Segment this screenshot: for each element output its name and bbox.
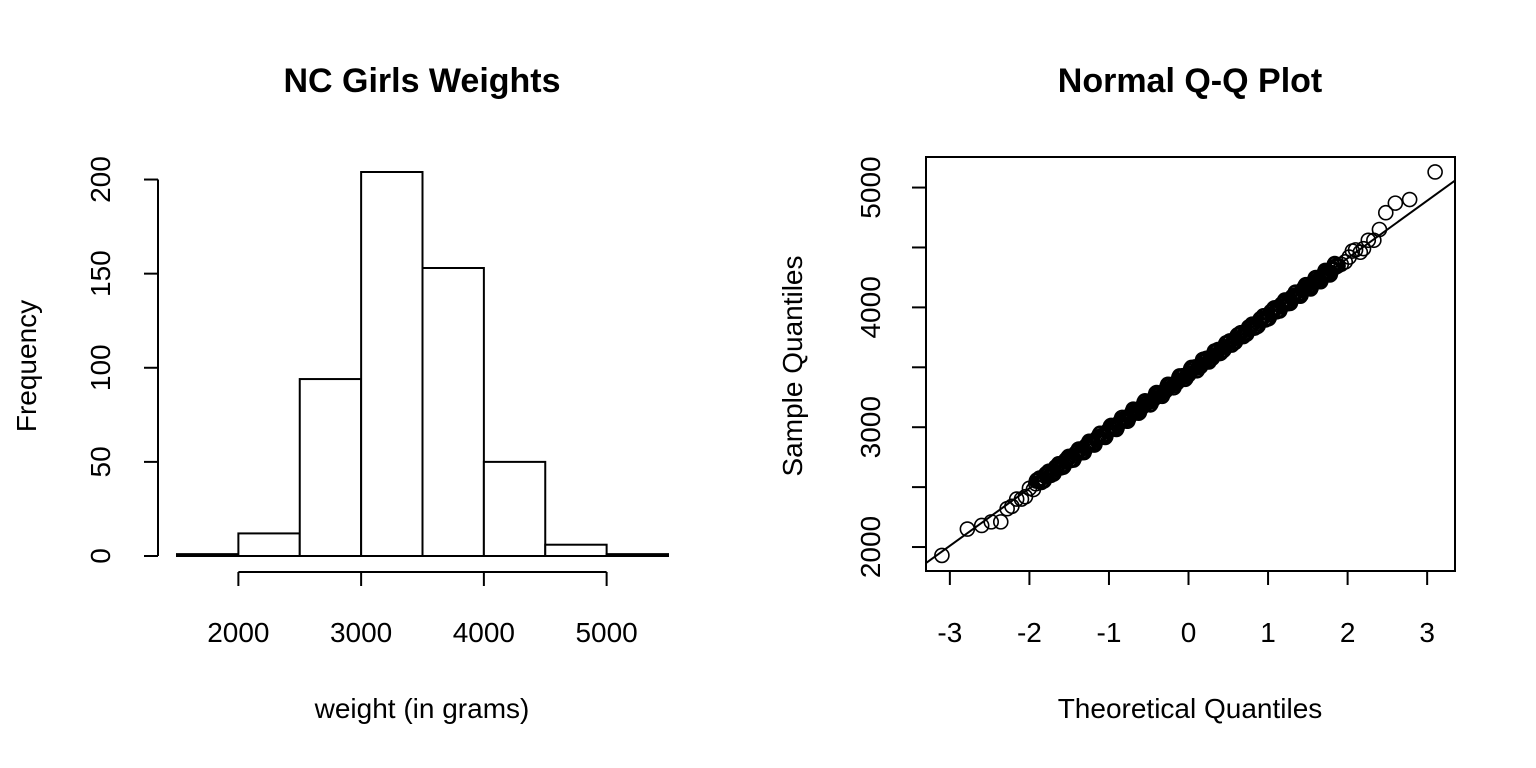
histogram-y-tick-label-4: 200 [85,156,116,203]
qq-point-483 [1337,254,1354,270]
histogram-title: NC Girls Weights [283,62,560,100]
histogram-x-tick-label-2: 4000 [453,617,515,648]
histogram-y-tick-label-0: 0 [85,548,116,564]
qq-point-2 [973,517,990,534]
histogram-y-axis: 0 50 100 150 200 [85,156,159,564]
qq-point-495 [1427,164,1443,180]
qq-y-tick-label-4: 4000 [855,276,886,338]
histogram-bar-0 [176,553,240,558]
histogram-x-tick-label-1: 3000 [330,617,392,648]
qq-point-489 [1360,232,1377,249]
qq-point-4 [992,514,1009,530]
histogram-bar-4 [421,267,485,557]
histogram-y-tick-label-3: 150 [85,250,116,297]
qq-y-tick-label-2: 3000 [855,396,886,458]
qq-x-tick-label-5: 2 [1340,617,1356,648]
qq-point-494 [1401,191,1418,208]
qq-point-488 [1355,240,1372,257]
qq-x-tick-label-0: -3 [937,617,962,648]
histogram-y-tick-label-2: 100 [85,344,116,391]
qq-point-8 [1013,491,1030,507]
qq-plot-panel: Normal Q-Q Plot -3 -2 -1 0 1 2 3 2000 3000 4000 5… [777,62,1456,724]
qq-x-tick-label-1: -2 [1017,617,1042,648]
qq-y-axis: 2000 3000 4000 5000 [855,156,926,578]
qq-x-axis: -3 -2 -1 0 1 2 3 [937,571,1435,648]
histogram-bar-1 [237,532,301,557]
histogram-x-label: weight (in grams) [314,693,530,724]
qq-point-493 [1387,195,1404,211]
histogram-bar-6 [544,543,608,557]
qq-point-7 [1008,491,1025,507]
histogram-bar-3 [360,171,424,557]
histogram-y-label: Frequency [11,300,42,432]
histogram-x-axis: 2000 3000 4000 5000 [207,571,638,648]
qq-y-label: Sample Quantiles [777,255,808,476]
qq-point-492 [1377,204,1394,221]
qq-point-491 [1371,221,1388,238]
histogram-bar-2 [298,378,363,558]
qq-point-487 [1352,244,1369,261]
qq-x-tick-label-6: 3 [1419,617,1435,648]
qq-y-tick-label-6: 5000 [855,156,886,218]
qq-x-tick-label-4: 1 [1260,617,1276,648]
qq-points [934,164,1443,564]
qq-x-tick-label-2: -1 [1097,617,1122,648]
qq-plot-frame [925,156,1456,572]
qq-point-3 [983,514,1000,530]
histogram-bar-7 [605,553,669,558]
qq-y-tick-label-0: 2000 [855,516,886,578]
qq-point-1 [959,521,976,537]
qq-title: Normal Q-Q Plot [1058,62,1322,100]
qq-point-0 [934,547,950,564]
qq-x-label: Theoretical Quantiles [1058,693,1323,724]
histogram-bar-5 [482,460,547,557]
qq-x-tick-label-3: 0 [1181,617,1197,648]
histogram-x-tick-label-0: 2000 [207,617,269,648]
histogram-y-tick-label-1: 50 [85,446,116,477]
histogram-bars [176,171,669,558]
histogram-panel: NC Girls Weights 2000 3000 4000 5000 0 50 100… [11,62,669,724]
histogram-x-tick-label-3: 5000 [575,617,637,648]
